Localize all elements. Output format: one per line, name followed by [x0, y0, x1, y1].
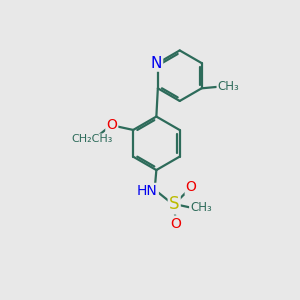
- Text: O: O: [106, 118, 117, 132]
- Text: CH₃: CH₃: [190, 201, 212, 214]
- Text: CH₃: CH₃: [218, 80, 239, 93]
- Text: N: N: [151, 56, 162, 70]
- Text: O: O: [186, 180, 196, 194]
- Text: O: O: [170, 217, 181, 231]
- Text: S: S: [169, 195, 179, 213]
- Text: CH₂CH₃: CH₂CH₃: [72, 134, 113, 144]
- Text: HN: HN: [137, 184, 158, 198]
